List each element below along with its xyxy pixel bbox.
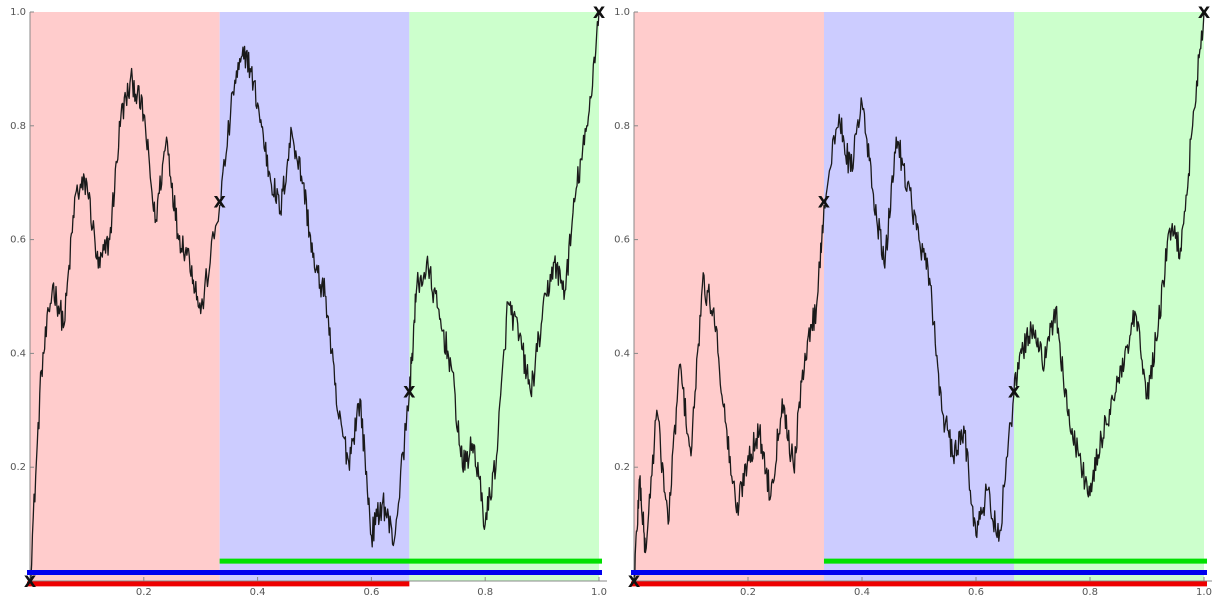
y-tick-label: 0.8 (10, 121, 26, 132)
x-tick-label: 0.8 (1082, 587, 1098, 598)
x-tick-label: 0.2 (136, 587, 152, 598)
y-tick-label: 0.8 (614, 121, 630, 132)
y-tick-label: 0.6 (614, 235, 630, 246)
x-tick-label: 0.6 (968, 587, 984, 598)
point-marker: X (403, 382, 416, 401)
point-marker: X (24, 572, 37, 591)
y-tick-label: 0.2 (10, 462, 26, 473)
region-band-1 (219, 12, 410, 581)
point-marker: X (628, 572, 641, 591)
region-band-2 (409, 12, 599, 581)
region-band-1 (823, 12, 1015, 581)
y-tick-label: 0.6 (10, 235, 26, 246)
point-marker: X (1198, 3, 1211, 22)
series-curve (633, 11, 1205, 582)
point-marker: X (818, 193, 831, 212)
region-band-0 (634, 12, 824, 581)
x-tick-label: 0.2 (740, 587, 756, 598)
y-tick-label: 0.2 (614, 462, 630, 473)
y-tick-label: 1.0 (614, 7, 630, 18)
region-band-0 (30, 12, 220, 581)
chart-panel-left: 0.2 0.4 0.6 0.8 1.0 0.2 0.4 0.6 0.8 1.0 X X X X (10, 3, 607, 598)
x-tick-label: 0.4 (854, 587, 870, 598)
x-tick-label: 1.0 (1196, 587, 1212, 598)
x-tick-label: 0.8 (477, 587, 493, 598)
x-tick-label: 0.6 (363, 587, 379, 598)
y-tick-label: 0.4 (614, 348, 630, 359)
y-tick-label: 0.4 (10, 348, 26, 359)
x-tick-label: 1.0 (591, 587, 607, 598)
y-tick-label: 1.0 (10, 7, 26, 18)
series-curve (29, 11, 600, 582)
x-tick-label: 0.4 (250, 587, 266, 598)
region-band-2 (1014, 12, 1204, 581)
chart-panel-right: 0.2 0.4 0.6 0.8 1.0 0.2 0.4 0.6 0.8 1.0 X X X X (614, 3, 1212, 598)
point-marker: X (593, 3, 606, 22)
point-marker: X (1008, 382, 1021, 401)
point-marker: X (213, 193, 226, 212)
